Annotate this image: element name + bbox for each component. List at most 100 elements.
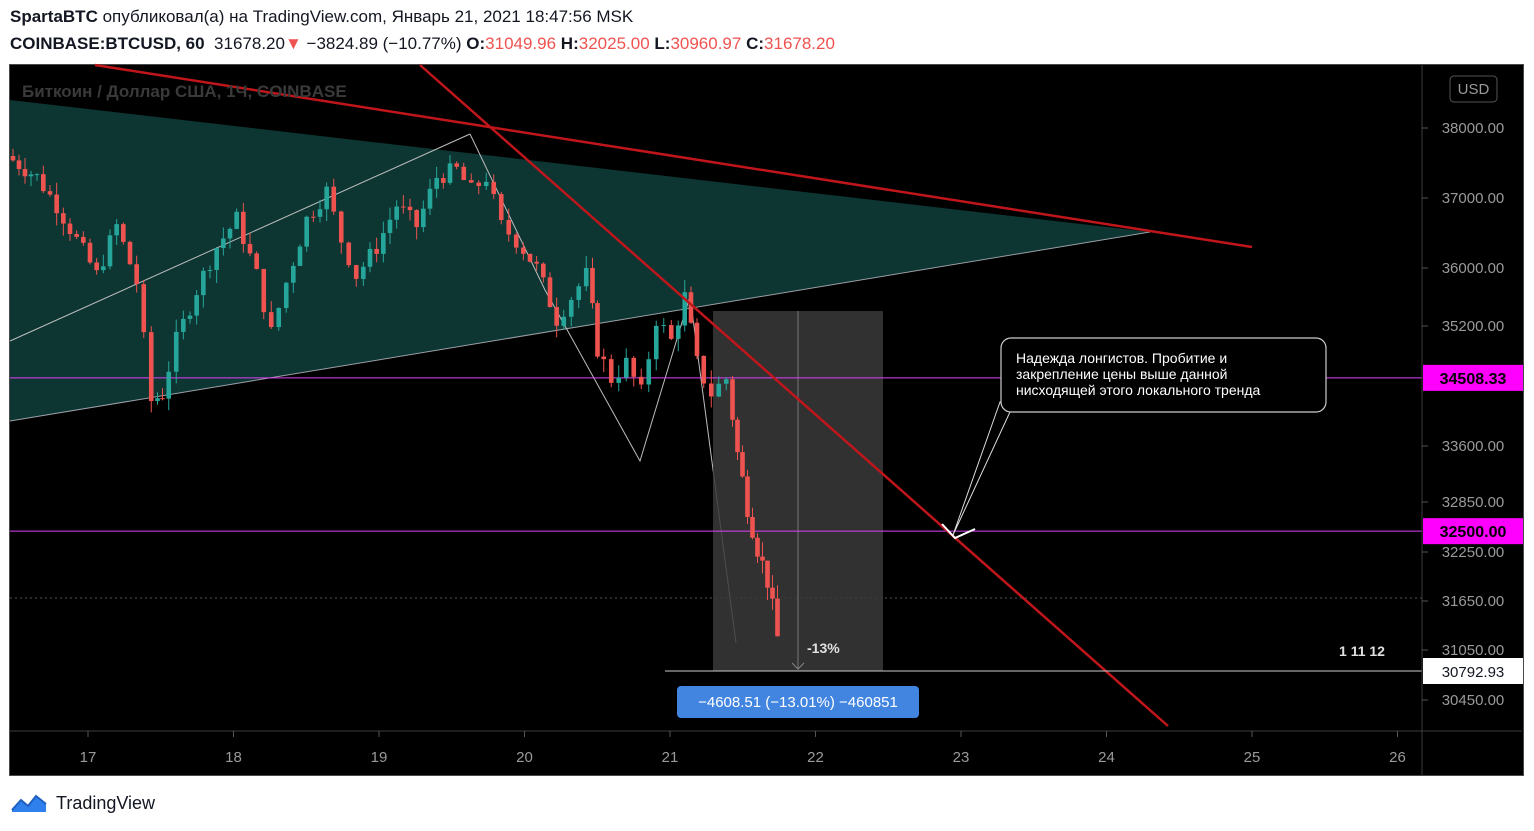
candle-body <box>187 315 193 319</box>
symbol-info: COINBASE:BTCUSD, 60 31678.20▼ −3824.89 (… <box>10 34 835 54</box>
candle-body <box>221 238 226 249</box>
down-arrow-icon: ▼ <box>284 34 302 53</box>
candle-body <box>353 265 359 279</box>
candle-body <box>513 234 519 248</box>
candle-body <box>67 223 73 234</box>
candle-body <box>595 303 600 357</box>
candle-body <box>160 398 165 400</box>
candle-body <box>201 270 206 296</box>
candle-body <box>547 277 553 308</box>
candle-body <box>468 179 474 183</box>
candle-body <box>16 160 22 170</box>
candle-body <box>623 357 629 378</box>
y-tick-label: 32250.00 <box>1442 544 1505 561</box>
low-value: 30960.97 <box>670 34 742 53</box>
candles-group <box>10 148 780 637</box>
trendline-descending[interactable] <box>419 64 1169 727</box>
candle-body <box>181 318 186 332</box>
candle-body <box>454 163 459 167</box>
y-tick-label: 35200.00 <box>1442 318 1505 335</box>
candle-body <box>331 186 337 212</box>
currency-label: USD <box>1458 81 1490 98</box>
candle-body <box>241 211 246 244</box>
measure-result-badge <box>677 686 919 718</box>
candle-body <box>461 166 467 180</box>
candle-body <box>682 292 688 326</box>
candle-body <box>41 174 46 192</box>
candle-body <box>521 247 526 254</box>
y-tick-label: 31050.00 <box>1442 642 1505 659</box>
candle-body <box>227 228 233 239</box>
level-price-badge <box>1423 364 1523 391</box>
candle-body <box>506 219 512 235</box>
candle-body <box>324 186 329 210</box>
trendline-upper[interactable] <box>94 63 1253 249</box>
publish-info: SpartaBTC опубликовал(а) на TradingView.… <box>10 7 633 27</box>
candle-body <box>247 243 253 254</box>
candle-body <box>760 556 765 561</box>
candle-body <box>234 211 239 229</box>
candle-body <box>311 216 316 218</box>
candle-body <box>745 476 750 517</box>
candle-body <box>583 267 589 287</box>
x-tick-label: 23 <box>953 749 970 766</box>
candle-body <box>770 587 775 599</box>
price-chart[interactable]: 34508.33 32500.00 38000.00 37000.00 36000.0… <box>0 0 1534 790</box>
annotation-callout[interactable] <box>1000 337 1327 413</box>
x-tick-label: 20 <box>516 749 533 766</box>
candle-body <box>688 292 694 323</box>
candle-body <box>434 178 439 189</box>
candle-body <box>483 181 489 187</box>
close-label: C: <box>746 34 765 53</box>
candle-body <box>166 371 172 399</box>
candle-body <box>708 383 714 397</box>
candle-body <box>638 376 644 385</box>
annotation-text: Надежда лонгистов. Пробитие и закрепление… <box>1016 350 1261 398</box>
measure-arrow-icon <box>791 662 805 670</box>
callout-arrow-icon <box>941 523 976 540</box>
candle-body <box>374 248 379 254</box>
candle-body <box>107 235 113 267</box>
candle-body <box>387 219 393 234</box>
currency-button[interactable] <box>1449 75 1498 103</box>
annotation-line: нисходящей этого локального тренда <box>1016 382 1261 398</box>
open-label: O: <box>466 34 486 53</box>
y-axis-ticks: 38000.00 37000.00 36000.00 35200.00 33600.00… <box>1422 120 1504 709</box>
x-tick-label: 26 <box>1389 749 1406 766</box>
triangle-lower-line <box>9 231 1151 422</box>
y-tick-label: 32850.00 <box>1442 494 1505 511</box>
candle-body <box>10 156 16 161</box>
candle-body <box>291 265 296 283</box>
candle-body <box>701 355 707 384</box>
candle-body <box>653 325 659 360</box>
candle-body <box>541 263 546 278</box>
candle-body <box>81 236 86 243</box>
candle-body <box>214 248 219 271</box>
candle-body <box>54 194 59 214</box>
open-value: 31049.96 <box>485 34 557 53</box>
candle-body <box>527 253 533 262</box>
candle-body <box>401 206 406 208</box>
candle-body <box>554 307 559 326</box>
y-tick-label: 36000.00 <box>1442 260 1505 277</box>
candle-body <box>297 246 303 266</box>
low-label: L: <box>654 34 671 53</box>
author-name[interactable]: SpartaBTC <box>10 7 98 26</box>
candle-body <box>127 241 133 265</box>
annotation-line: закрепление цены выше данной <box>1016 366 1227 382</box>
horizontal-levels: 34508.33 32500.00 <box>10 364 1523 545</box>
x-tick-label: 18 <box>225 749 242 766</box>
candle-body <box>447 163 453 183</box>
candle-body <box>28 174 34 177</box>
x-tick-label: 22 <box>807 749 824 766</box>
candle-body <box>114 224 119 236</box>
candle-body <box>694 322 700 356</box>
price-marker-label: 30792.93 <box>1442 664 1505 681</box>
candle-body <box>148 332 154 402</box>
y-tick-label: 38000.00 <box>1442 120 1505 137</box>
candle-body <box>661 325 667 327</box>
candle-body <box>561 316 567 326</box>
measure-bars-label: 1 11 12 <box>1339 643 1385 659</box>
y-tick-label: 37000.00 <box>1442 190 1505 207</box>
measure-pct-label: -13% <box>807 640 840 656</box>
